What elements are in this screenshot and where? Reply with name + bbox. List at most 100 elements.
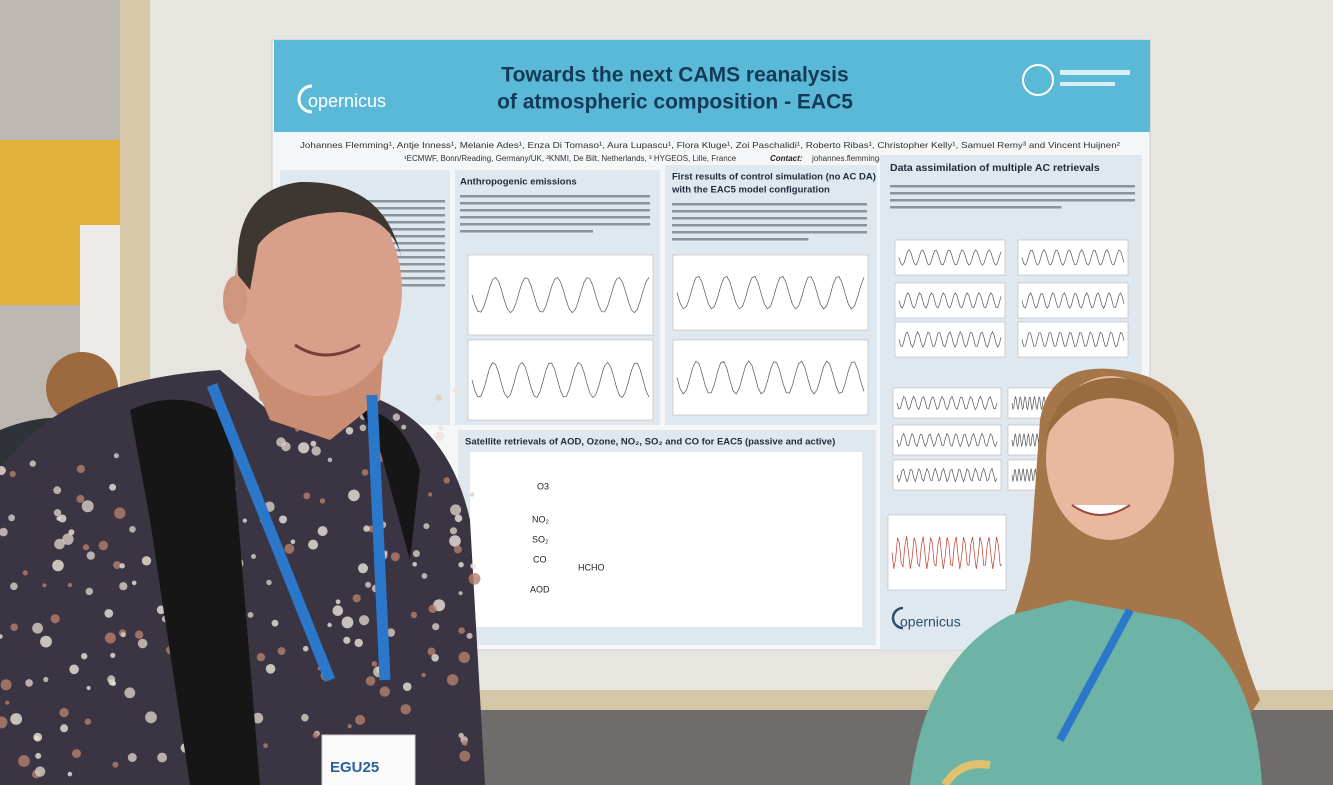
pattern-dot [251, 554, 256, 559]
ear [223, 276, 247, 324]
pattern-dot [434, 431, 445, 442]
figure-line [898, 292, 1002, 309]
pattern-dot [310, 440, 317, 447]
backpack-strap [360, 410, 420, 560]
pattern-dot [281, 441, 291, 452]
text-line [672, 224, 867, 227]
pattern-dot [458, 627, 465, 634]
pattern-dot [53, 486, 62, 495]
text-line [672, 217, 867, 220]
pattern-dot [107, 675, 116, 684]
pattern-dot [412, 562, 418, 567]
pattern-dot [127, 753, 137, 762]
contact-label: Contact: [770, 154, 803, 163]
text-line [460, 195, 650, 198]
figure-line [896, 432, 998, 448]
pattern-dot [271, 619, 279, 627]
pattern-dot [104, 609, 114, 618]
pattern-dot [145, 711, 157, 724]
pattern-dot [458, 732, 464, 739]
figure-line [896, 395, 998, 411]
pattern-dot [86, 685, 91, 691]
pattern-dot [392, 413, 401, 421]
woman [910, 368, 1262, 785]
pattern-dot [81, 500, 94, 513]
pattern-dot [421, 573, 428, 579]
pattern-dot [52, 559, 64, 572]
emblem-text [1060, 82, 1115, 86]
pattern-dot [423, 523, 430, 530]
figure [672, 339, 869, 416]
pattern-dot [113, 453, 119, 459]
badge-text: EGU25 [330, 759, 379, 776]
pattern-dot [141, 556, 152, 566]
section-heading: Anthropogenic emissions [460, 177, 577, 188]
badge [321, 734, 416, 785]
pattern-dot [428, 604, 437, 614]
pattern-dot [466, 632, 473, 639]
pattern-dot [124, 687, 136, 699]
pattern-dot [277, 647, 286, 656]
text-line [460, 216, 650, 219]
figure [892, 387, 1002, 419]
pattern-dot [18, 755, 30, 767]
pattern-dot [452, 387, 460, 395]
pattern-dot [247, 612, 254, 618]
authors: Johannes Flemming¹, Antje Inness¹, Melan… [300, 140, 1120, 150]
section-heading: with the EAC5 model configuration [671, 185, 830, 196]
figure-line [898, 330, 1002, 349]
chart-label: CO [533, 554, 547, 564]
pattern-dot [317, 526, 328, 537]
pattern-dot [390, 552, 400, 562]
affiliations: ¹ECMWF, Bonn/Reading, Germany/UK, ²KNMI,… [404, 154, 737, 163]
pattern-dot [22, 570, 28, 576]
figure-line [471, 361, 650, 399]
pattern-dot [60, 724, 69, 733]
text-line [460, 230, 593, 233]
pattern-dot [34, 735, 40, 741]
pattern-dot [25, 679, 33, 687]
figure [894, 239, 1006, 276]
poster-title: of atmospheric composition - EAC5 [497, 91, 853, 114]
figure [894, 282, 1006, 319]
bracelet [941, 760, 991, 785]
pattern-dot [119, 582, 128, 591]
pattern-dot [386, 628, 396, 637]
pattern-dot [327, 457, 333, 463]
pattern-dot [311, 446, 321, 456]
pattern-dot [86, 551, 96, 560]
pattern-dot [10, 713, 23, 725]
chart-label: HCHO [578, 562, 605, 572]
pattern-dot [358, 563, 368, 574]
section-heading: First results of control simulation (no … [672, 172, 876, 183]
pattern-dot [68, 529, 75, 536]
pattern-dot [81, 653, 88, 660]
pattern-dot [298, 442, 310, 454]
pattern-dot [345, 427, 354, 435]
pattern-dot [67, 771, 73, 777]
pattern-dot [352, 594, 361, 603]
poster: Towards the next CAMS reanalysis of atmo… [271, 39, 1151, 651]
figure-line [1021, 292, 1125, 309]
pattern-dot [361, 469, 369, 476]
text-line [890, 192, 1135, 195]
pattern-dot [302, 645, 309, 652]
pattern-dot [59, 707, 69, 718]
pattern-dot [359, 424, 367, 432]
pattern-dot [470, 563, 476, 569]
pattern-dot [32, 622, 43, 634]
pattern-dot [400, 704, 411, 715]
pattern-dot [113, 561, 122, 570]
backpack-strap [130, 399, 260, 785]
pattern-dot [348, 489, 360, 502]
pattern-dot [371, 661, 378, 667]
pattern-dot [470, 492, 475, 497]
pattern-dot [332, 605, 344, 616]
pattern-dot [109, 483, 117, 491]
pattern-dot [62, 533, 74, 545]
chart-label: NO₂ [532, 514, 550, 524]
pattern-dot [112, 761, 119, 768]
pattern-dot [85, 587, 94, 596]
chart-label: AOD [530, 584, 550, 594]
